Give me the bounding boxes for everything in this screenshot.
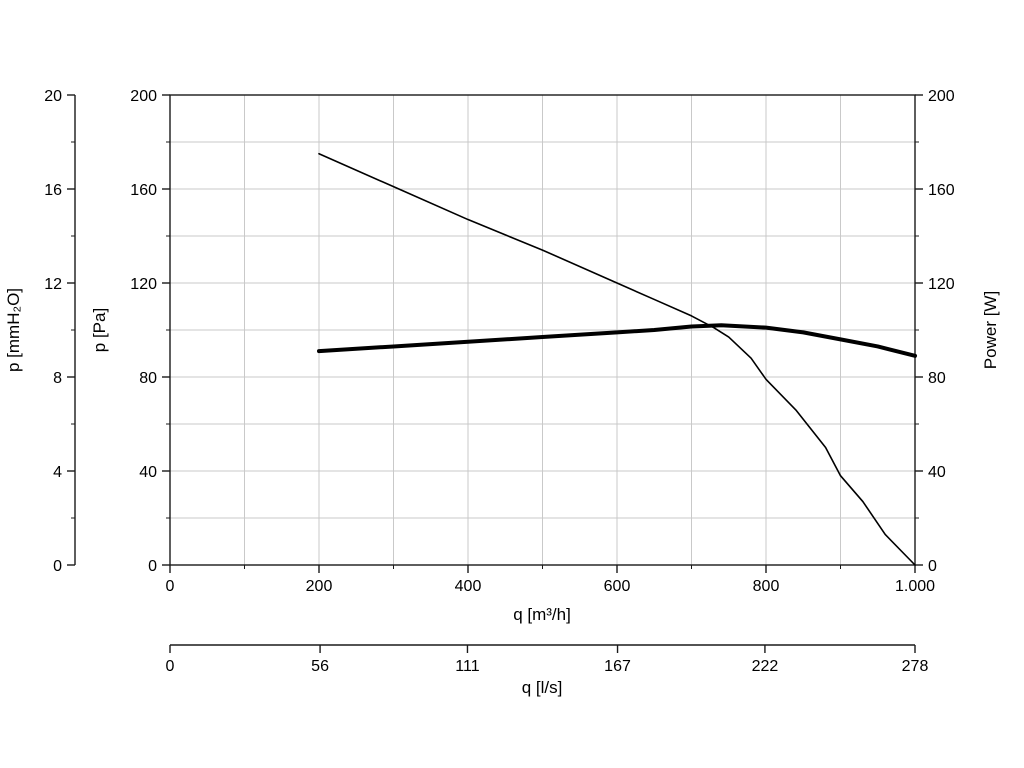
tick-label-power: 0 bbox=[928, 558, 937, 575]
tick-label-m3h: 1.000 bbox=[895, 578, 935, 595]
tick-label-ls: 56 bbox=[311, 658, 329, 675]
tick-label-mmh2o: 8 bbox=[53, 370, 62, 387]
tick-label-mmh2o: 20 bbox=[44, 88, 62, 105]
tick-label-power: 80 bbox=[928, 370, 946, 387]
tick-label-ls: 222 bbox=[752, 658, 779, 675]
tick-label-power: 40 bbox=[928, 464, 946, 481]
y-axis-label-pa: p [Pa] bbox=[90, 307, 109, 353]
x-axis-label-ls: q [l/s] bbox=[521, 678, 563, 697]
tick-label-power: 160 bbox=[928, 182, 955, 199]
tick-label-m3h: 0 bbox=[166, 578, 175, 595]
tick-label-pa: 0 bbox=[148, 558, 157, 575]
tick-label-mmh2o: 0 bbox=[53, 558, 62, 575]
tick-label-mmh2o: 12 bbox=[44, 276, 62, 293]
tick-label-pa: 160 bbox=[130, 182, 157, 199]
pressure-curve bbox=[318, 152, 916, 566]
tick-label-power: 200 bbox=[928, 88, 955, 105]
tick-label-ls: 0 bbox=[166, 658, 175, 675]
tick-label-pa: 80 bbox=[139, 370, 157, 387]
tick-label-mmh2o: 16 bbox=[44, 182, 62, 199]
power-curve bbox=[317, 323, 917, 358]
tick-label-ls: 167 bbox=[604, 658, 631, 675]
y-axis-label-power: Power [W] bbox=[981, 290, 1000, 370]
tick-label-m3h: 400 bbox=[455, 578, 482, 595]
tick-label-ls: 278 bbox=[902, 658, 929, 675]
tick-label-power: 120 bbox=[928, 276, 955, 293]
x-axis-label-m3h: q [m³/h] bbox=[513, 605, 571, 624]
tick-label-m3h: 800 bbox=[753, 578, 780, 595]
tick-label-pa: 40 bbox=[139, 464, 157, 481]
tick-label-mmh2o: 4 bbox=[53, 464, 62, 481]
tick-label-m3h: 200 bbox=[306, 578, 333, 595]
tick-label-m3h: 600 bbox=[604, 578, 631, 595]
tick-label-ls: 111 bbox=[455, 658, 479, 675]
y-axis-label-mmh2o: p [mmH₂O] bbox=[4, 287, 23, 373]
tick-label-pa: 120 bbox=[130, 276, 157, 293]
tick-label-pa: 200 bbox=[130, 88, 157, 105]
